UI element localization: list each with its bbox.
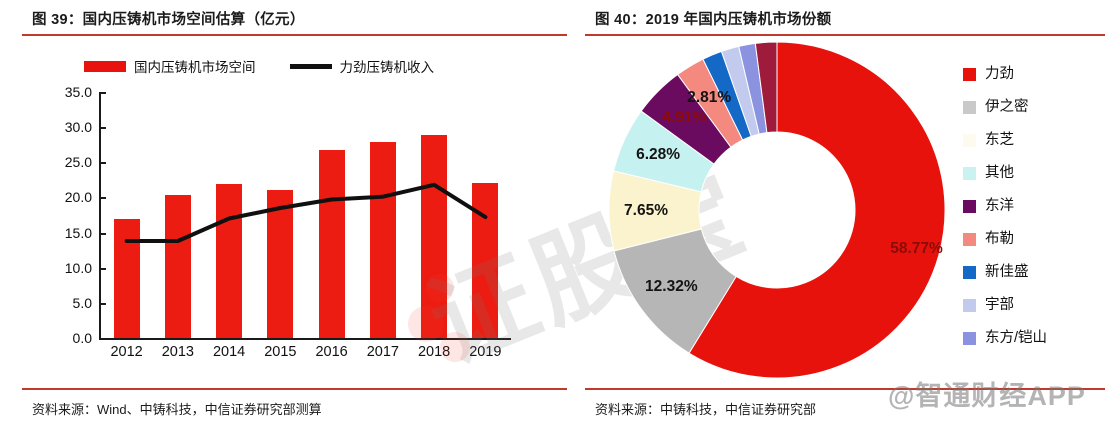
revenue-line bbox=[124, 182, 488, 243]
figure-39-source: 资料来源：Wind、中铸科技，中信证券研究部测算 bbox=[32, 402, 322, 417]
legend-swatch-bar-icon bbox=[84, 60, 126, 72]
y-axis-tick-label: 25.0 bbox=[64, 154, 92, 171]
x-axis-tick-label: 2016 bbox=[315, 344, 348, 360]
x-axis-line bbox=[99, 338, 511, 340]
pie-legend-swatch-icon bbox=[963, 68, 976, 81]
pie-legend-swatch-icon bbox=[963, 233, 976, 246]
pie-legend-item[interactable]: 新佳盛 bbox=[963, 256, 1103, 289]
y-axis-tick-label: 20.0 bbox=[64, 189, 92, 206]
donut-chart: 58.77% 12.32% 7.65% 6.28% 4.91% 2.81% bbox=[607, 40, 947, 380]
pie-legend-item[interactable]: 布勒 bbox=[963, 223, 1103, 256]
legend-label-lk-revenue: 力劲压铸机收入 bbox=[339, 60, 435, 75]
pie-legend-label: 伊之密 bbox=[985, 99, 1029, 116]
y-axis-tick-mark bbox=[99, 127, 106, 130]
y-axis-labels: 0.0 5.0 10.0 15.0 20.0 25.0 30.0 35.0 bbox=[36, 84, 92, 346]
x-axis-tick-label: 2014 bbox=[212, 344, 246, 360]
bar-series bbox=[101, 92, 511, 338]
y-axis-line bbox=[99, 92, 101, 338]
pie-legend-swatch-icon bbox=[963, 134, 976, 147]
pie-legend: 力劲伊之密东芝其他东洋布勒新佳盛宇部东方/铠山 bbox=[963, 58, 1103, 355]
y-axis-tick-mark bbox=[99, 162, 106, 165]
pie-legend-label: 力劲 bbox=[985, 66, 1014, 83]
pie-legend-item[interactable]: 东洋 bbox=[963, 190, 1103, 223]
pie-legend-swatch-icon bbox=[963, 200, 976, 213]
y-axis-tick-mark bbox=[99, 232, 106, 235]
pie-legend-item[interactable]: 东方/铠山 bbox=[963, 322, 1103, 355]
figure-40-title-rule bbox=[585, 34, 1105, 36]
figure-40-footer-rule bbox=[585, 388, 1105, 390]
figure-39-title: 图 39：国内压铸机市场空间估算（亿元） bbox=[32, 12, 305, 28]
figure-39-title-rule bbox=[22, 34, 567, 36]
y-axis-tick-label: 10.0 bbox=[64, 259, 92, 276]
donut-slice bbox=[688, 41, 946, 379]
pie-legend-label: 布勒 bbox=[985, 231, 1014, 248]
pie-legend-item[interactable]: 宇部 bbox=[963, 289, 1103, 322]
pie-legend-label: 新佳盛 bbox=[985, 264, 1029, 281]
y-axis-tick-mark bbox=[99, 302, 106, 305]
bar-2015 bbox=[267, 189, 294, 338]
bar-chart-plot: 0.0 5.0 10.0 15.0 20.0 25.0 30.0 35.0 2012 2013 2… bbox=[22, 84, 567, 370]
x-axis-tick-label: 2012 bbox=[110, 344, 143, 360]
y-axis-tick-label: 15.0 bbox=[64, 224, 92, 241]
bar-chart-legend: 国内压铸机市场空间 力劲压铸机收入 bbox=[84, 56, 434, 76]
pie-legend-label: 东芝 bbox=[985, 132, 1014, 149]
donut-svg bbox=[608, 41, 946, 379]
y-axis-tick-mark bbox=[99, 267, 106, 270]
y-axis-tick-label: 0.0 bbox=[72, 330, 92, 346]
pie-legend-item[interactable]: 东芝 bbox=[963, 124, 1103, 157]
y-axis-tick-mark bbox=[99, 197, 106, 200]
bar-2018 bbox=[421, 134, 448, 338]
legend-label-market-space: 国内压铸机市场空间 bbox=[134, 60, 256, 75]
y-axis-tick-mark bbox=[99, 92, 106, 94]
bar-2013 bbox=[164, 195, 191, 338]
x-axis-tick-label: 2018 bbox=[417, 344, 451, 360]
legend-item-lk-revenue: 力劲压铸机收入 bbox=[289, 56, 435, 76]
bar-2014 bbox=[216, 184, 243, 338]
pie-chart: 证股 58.77%12.32%7.65%6.28%4.91%2.81% 力劲伊之… bbox=[585, 34, 1105, 379]
pie-legend-swatch-icon bbox=[963, 332, 976, 345]
y-axis-tick-label: 5.0 bbox=[72, 294, 92, 311]
pie-legend-swatch-icon bbox=[963, 101, 976, 114]
x-axis-tick-label: 2013 bbox=[161, 344, 195, 360]
pie-legend-item[interactable]: 伊之密 bbox=[963, 91, 1103, 124]
bar-2019 bbox=[472, 182, 499, 338]
pie-legend-item[interactable]: 其他 bbox=[963, 157, 1103, 190]
pie-legend-label: 东洋 bbox=[985, 198, 1014, 215]
y-axis-tick-label: 30.0 bbox=[64, 119, 92, 136]
figure-40-source: 资料来源：中铸科技，中信证券研究部 bbox=[595, 402, 817, 417]
legend-item-market-space: 国内压铸机市场空间 bbox=[84, 56, 256, 76]
x-axis-tick-label: 2017 bbox=[366, 344, 400, 360]
bar-2016 bbox=[318, 149, 345, 338]
bar-2012 bbox=[113, 218, 140, 338]
pie-legend-label: 宇部 bbox=[985, 297, 1014, 314]
pie-legend-swatch-icon bbox=[963, 266, 976, 279]
figure-39-footer-rule bbox=[22, 388, 567, 390]
x-axis-labels: 2012 2013 2014 2015 2016 2017 2018 2019 bbox=[101, 344, 511, 368]
figure-40-panel: 图 40：2019 年国内压铸机市场份额 证股 58.77%12.32%7.65… bbox=[585, 0, 1105, 432]
bar-2017 bbox=[369, 141, 396, 338]
pie-legend-label: 其他 bbox=[985, 165, 1014, 182]
pie-legend-item[interactable]: 力劲 bbox=[963, 58, 1103, 91]
pie-legend-swatch-icon bbox=[963, 299, 976, 312]
line-series bbox=[124, 182, 488, 243]
pie-legend-swatch-icon bbox=[963, 167, 976, 180]
y-axis-tick-label: 35.0 bbox=[64, 84, 92, 100]
donut-slice bbox=[754, 41, 778, 134]
pie-legend-label: 东方/铠山 bbox=[985, 330, 1048, 347]
figure-40-title: 图 40：2019 年国内压铸机市场份额 bbox=[595, 12, 832, 28]
x-axis-tick-label: 2019 bbox=[469, 344, 502, 360]
bar-chart: 国内压铸机市场空间 力劲压铸机收入 0.0 5.0 10.0 15.0 20.0 25.0… bbox=[22, 34, 764, 385]
x-axis-tick-label: 2015 bbox=[264, 344, 297, 360]
figure-39-panel: 图 39：国内压铸机市场空间估算（亿元） 国内压铸机市场空间 力劲压铸机收入 0… bbox=[22, 0, 764, 432]
legend-swatch-line-icon bbox=[289, 63, 332, 69]
